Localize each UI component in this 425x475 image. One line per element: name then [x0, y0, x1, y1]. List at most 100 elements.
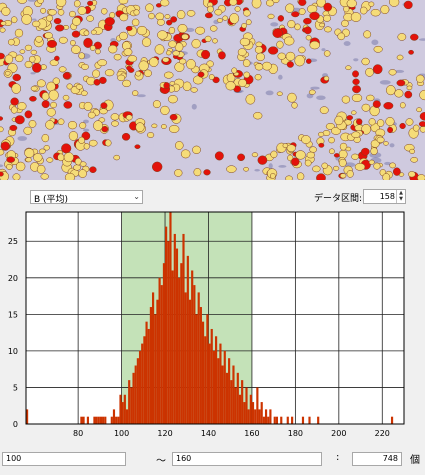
cell-mark [298, 0, 307, 6]
histogram-bar [115, 416, 118, 424]
histogram-bar [262, 416, 265, 424]
cell-mark [392, 167, 401, 176]
histogram-bar [215, 336, 218, 424]
cell-mark [45, 120, 55, 130]
cell-mark [238, 78, 247, 87]
data-range-spinner[interactable]: 158 ▲ ▼ [363, 189, 406, 204]
cell-mark [67, 120, 78, 130]
cell-mark [21, 14, 32, 25]
cell-mark [243, 71, 250, 79]
cell-mark [345, 65, 352, 71]
x-tick-label: 80 [73, 429, 83, 438]
histogram-bar [254, 409, 257, 424]
cell-mark [95, 48, 101, 55]
histogram-bar [243, 402, 246, 424]
cell-mark [113, 154, 120, 161]
cell-mark [24, 44, 33, 51]
cell-mark [412, 124, 420, 132]
cell-mark [190, 87, 198, 93]
cell-mark [276, 91, 283, 96]
cell-mark [111, 120, 119, 127]
cell-mark [254, 63, 264, 71]
cell-mark [78, 52, 85, 60]
histogram-bar [165, 226, 168, 424]
cell-mark [316, 0, 326, 8]
histogram-bar [26, 409, 29, 424]
cell-mark [309, 11, 320, 21]
range-max-field[interactable]: 160 [172, 452, 322, 466]
channel-select[interactable]: B (平均) ⌄ [30, 190, 143, 205]
cell-mark [405, 118, 414, 126]
stain-mark [265, 90, 274, 96]
histogram-bar [245, 387, 248, 424]
cell-mark [125, 114, 133, 121]
cell-mark [373, 162, 381, 170]
cell-mark [323, 75, 330, 81]
cell-mark [309, 40, 320, 50]
histogram-bar [112, 409, 116, 424]
histogram-bar [273, 416, 276, 424]
cell-mark [113, 53, 122, 61]
stain-mark [83, 128, 90, 132]
histogram-bar [234, 387, 237, 424]
cell-mark [287, 20, 296, 29]
cell-mark [370, 9, 381, 17]
cell-mark [89, 166, 97, 174]
histogram-bar [154, 314, 157, 424]
cell-mark [286, 61, 294, 68]
histogram-bar [147, 328, 150, 424]
cell-mark [46, 39, 58, 48]
x-tick-label: 160 [244, 429, 259, 438]
histogram-bar [128, 380, 131, 424]
histogram-bar [175, 248, 179, 424]
histogram-bar [256, 387, 259, 424]
cell-mark [403, 0, 413, 10]
cell-mark [291, 102, 298, 109]
cell-mark [167, 95, 178, 104]
cell-mark [92, 69, 100, 78]
plot-frame [25, 211, 405, 425]
cell-mark [35, 35, 43, 43]
stain-mark [278, 74, 283, 80]
histogram-bar [204, 336, 207, 424]
cell-mark [53, 17, 62, 25]
cell-mark [388, 69, 397, 76]
histogram-bar [134, 365, 137, 424]
cell-mark [254, 74, 262, 81]
cell-mark [389, 162, 396, 169]
cell-mark [147, 132, 155, 138]
histogram-bar [130, 387, 133, 424]
cell-mark [4, 54, 14, 64]
cell-mark [399, 122, 406, 130]
cell-mark [396, 79, 406, 87]
cell-mark [296, 172, 305, 180]
stain-mark [0, 164, 4, 168]
cell-mark [6, 156, 16, 163]
cell-mark [48, 9, 57, 16]
cell-mark [186, 10, 196, 17]
cell-mark [318, 142, 325, 148]
cell-mark [138, 60, 149, 72]
histogram-bar [99, 416, 103, 424]
cell-mark [298, 46, 306, 54]
cell-mark [46, 14, 53, 22]
cell-mark [373, 45, 383, 53]
cell-mark [214, 9, 223, 16]
cell-mark [351, 131, 361, 138]
histogram-bar [225, 372, 229, 424]
cell-mark [119, 13, 129, 22]
y-tick-label: 15 [8, 310, 18, 319]
spinner-arrows-icon[interactable]: ▲ ▼ [396, 190, 405, 203]
cell-mark [127, 55, 138, 63]
cell-mark [298, 8, 306, 15]
cell-mark [0, 141, 11, 151]
cell-mark [83, 37, 93, 48]
histogram-bar [188, 299, 192, 424]
cell-mark [15, 54, 24, 63]
cell-mark [24, 60, 33, 69]
cell-mark [212, 38, 218, 44]
cell-mark [193, 168, 202, 177]
cell-mark [117, 74, 126, 82]
range-min-field[interactable]: 100 [2, 452, 126, 466]
stain-mark [379, 80, 391, 85]
